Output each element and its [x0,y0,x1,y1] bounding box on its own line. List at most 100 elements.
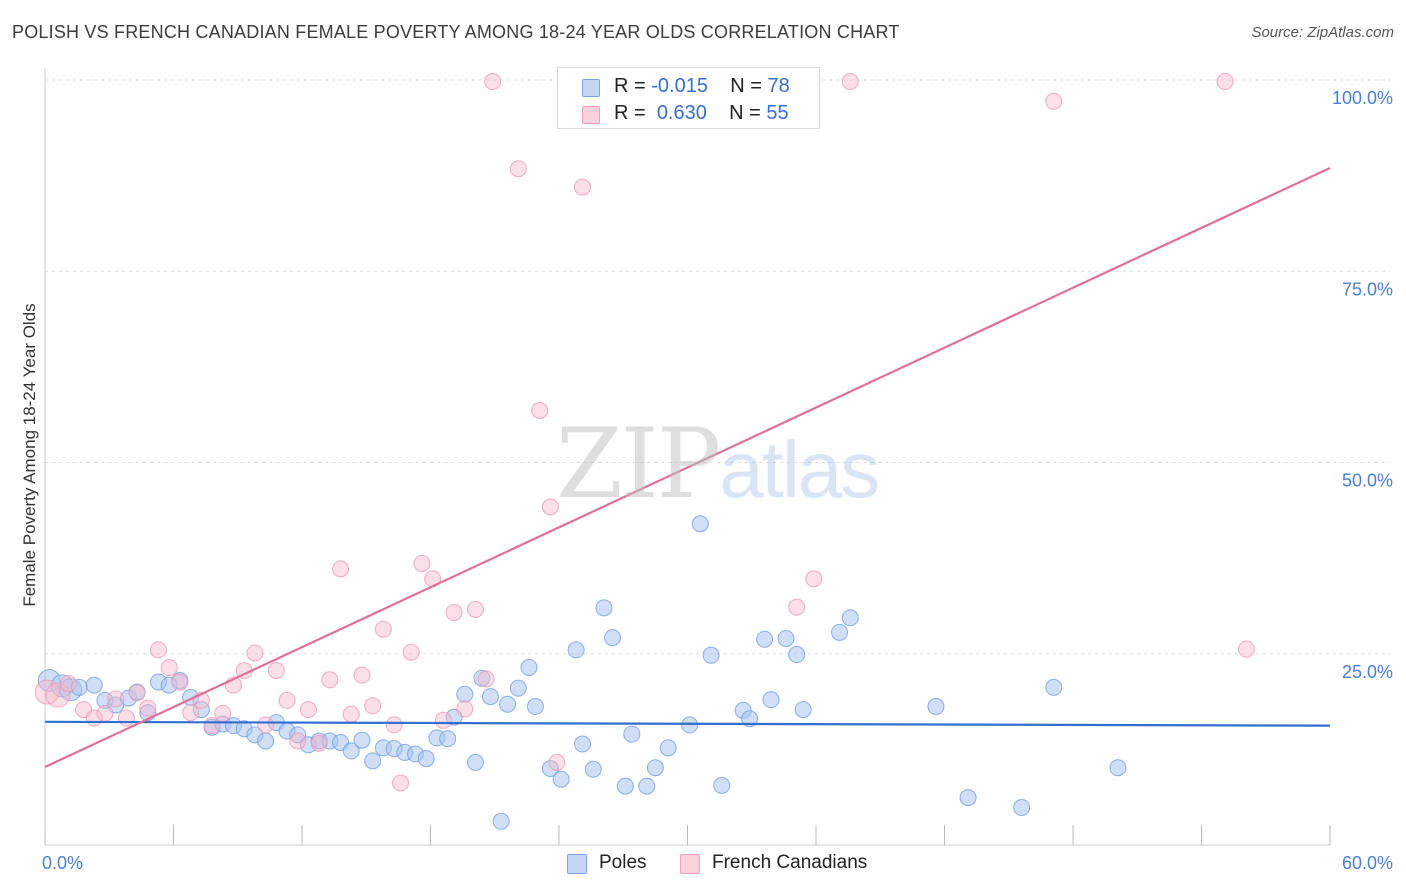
pole-point [616,777,634,795]
pole-point [526,698,544,716]
pole-point [638,777,656,795]
french-canadian-point [434,711,452,729]
french-canadian-point [96,704,114,722]
pole-point [1013,799,1031,817]
pole-point [289,726,307,744]
pole-point [691,515,709,533]
french-canadian-point [574,178,592,196]
pole-point [481,688,499,706]
watermark-zip: ZIP [556,408,721,520]
pole-point [927,698,945,716]
y-tick-label: 50.0% [1342,471,1393,491]
pole-point [659,739,677,757]
poles-swatch [582,79,600,97]
french-canadian-point [548,753,566,771]
pole-point [466,753,484,771]
french-canadian-point [477,670,495,688]
pole-point [584,760,602,778]
data-points [34,73,1255,830]
pole-point [741,710,759,728]
pole-point [841,609,859,627]
french-canadian-point [1045,92,1063,110]
pole-point [702,646,720,664]
pole-point [342,742,360,760]
pole-point [541,760,559,777]
pole-trend-line [44,720,1331,727]
watermark-atlas: atlas [719,425,880,514]
correlation-legend: R = -0.015 N = 78 R = 0.630 N = 55 [557,67,820,129]
chart-title: POLISH VS FRENCH CANADIAN FEMALE POVERTY… [12,22,900,42]
bottom-french-label: French Canadians [712,852,868,873]
french-canadian-point [364,697,382,715]
pole-point [794,701,812,719]
poles-n-label: N = [730,75,768,97]
bottom-poles-swatch [567,854,587,874]
french-canadian-point [413,554,431,572]
bottom-poles-label: Poles [599,852,647,873]
french-canadian-point [1216,73,1234,91]
french-canadian-point [1237,640,1255,658]
french-canadian-point [342,705,360,723]
french-canadian-point [402,643,420,661]
french-canadian-point [34,679,60,705]
x-tick-label: 0.0% [42,853,83,873]
poles-r-value: -0.015 [651,75,708,97]
pole-point [552,770,570,788]
trend-lines [44,166,1331,768]
pole-point [574,735,592,753]
french-canadian-point [257,716,275,734]
french-canadian-point [841,73,859,91]
french-canadian-point [310,734,328,752]
french-canadian-point [117,709,135,727]
pole-point [788,646,806,664]
french-r-value: 0.630 [656,102,707,124]
pole-point [831,623,849,641]
french-canadian-point [214,704,232,722]
source-label: Source: ZipAtlas.com [1251,24,1394,41]
pole-point [1045,678,1063,696]
pole-point [456,685,474,703]
pole-point [257,732,275,750]
pole-point [595,599,613,617]
tick-labels: 25.0% 50.0% 75.0% 100.0% 0.0% 60.0% [42,88,1393,873]
pole-point [364,752,382,770]
pole-point [509,679,527,697]
french-n-value: 55 [766,102,789,124]
pole-point [623,725,641,743]
pole-point [492,812,510,830]
french-canadian-trend-line [44,166,1331,768]
y-tick-label: 100.0% [1332,88,1393,108]
pole-point [417,750,435,768]
french-canadian-point [139,699,157,717]
pole-point [1109,759,1127,777]
french-canadian-point [484,73,502,91]
y-tick-label: 75.0% [1342,279,1393,299]
pole-point [681,716,699,734]
pole-point [353,731,371,749]
french-canadian-point [128,684,146,702]
french-canadian-point [456,700,474,718]
pole-point [604,629,622,647]
french-canadian-point [805,570,823,588]
bottom-french-swatch [680,854,700,874]
gridlines [45,79,1390,655]
french-canadian-point [332,560,350,578]
french-canadian-point [60,675,78,693]
pole-point [777,629,795,647]
french-canadian-point [541,498,559,516]
pole-point [762,691,780,709]
french-canadian-point [392,774,410,792]
french-canadian-point [321,671,339,689]
french-n-label: N = [729,102,767,124]
poles-r-label: R = [614,75,652,97]
french-canadian-point [531,401,549,419]
french-canadian-point [45,682,71,708]
french-canadian-point [509,160,527,178]
french-canadian-point [107,690,125,708]
y-tick-label: 25.0% [1342,662,1393,682]
french-canadian-point [171,673,189,691]
french-swatch [582,106,600,124]
pole-point [567,641,585,659]
french-canadian-point [385,716,403,734]
french-canadian-point [466,600,484,618]
